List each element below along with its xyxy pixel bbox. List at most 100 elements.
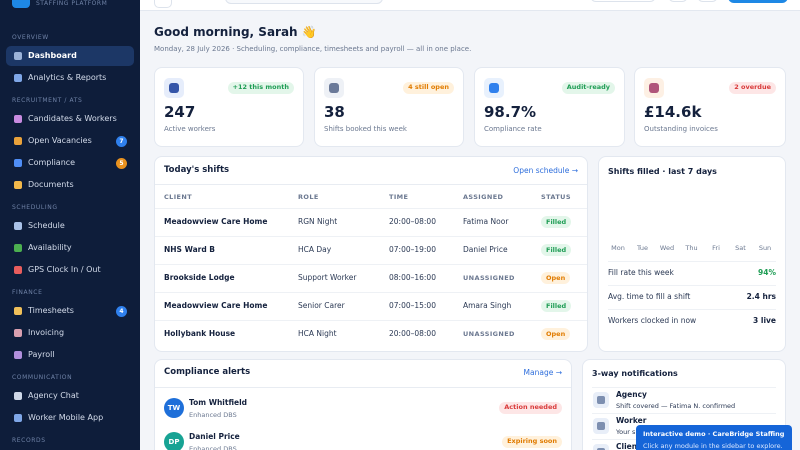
nav-item[interactable]: GPS Clock In / Out bbox=[28, 264, 101, 274]
metric-value: 2.4 hrs bbox=[746, 292, 776, 302]
client-name: Hollybank House bbox=[164, 329, 236, 339]
notification-detail: Your s bbox=[616, 427, 636, 436]
nav-icon bbox=[14, 266, 22, 274]
stat-icon-glyph bbox=[489, 83, 499, 93]
nav-item[interactable]: Compliance bbox=[28, 157, 76, 167]
nav-icon bbox=[14, 52, 22, 60]
stat-value: £14.6k bbox=[644, 103, 702, 122]
menu-button[interactable] bbox=[154, 0, 172, 8]
nav-item[interactable]: Analytics & Reports bbox=[28, 72, 107, 82]
nav-icon bbox=[14, 329, 22, 337]
stat-icon-glyph bbox=[329, 83, 339, 93]
column-header: ROLE bbox=[298, 192, 319, 201]
client-name: Brookside Lodge bbox=[164, 273, 235, 283]
primary-button[interactable] bbox=[728, 0, 788, 3]
nav-badge: 4 bbox=[116, 305, 127, 317]
card-link[interactable]: Open schedule → bbox=[513, 166, 578, 176]
nav-item[interactable]: Schedule bbox=[28, 220, 65, 230]
nav-item[interactable]: Timesheets bbox=[28, 305, 74, 315]
subtitle: Monday, 28 July 2026 · Scheduling, compl… bbox=[154, 45, 472, 54]
divider bbox=[592, 413, 776, 414]
divider bbox=[155, 387, 571, 388]
client-name: Meadowview Care Home bbox=[164, 301, 268, 311]
column-header: ASSIGNED bbox=[463, 192, 504, 201]
nav-item[interactable]: Open Vacancies bbox=[28, 135, 92, 145]
nav-icon bbox=[14, 222, 22, 230]
alert-status: Expiring soon bbox=[502, 436, 562, 448]
column-header: STATUS bbox=[541, 192, 571, 201]
card-title: Compliance alerts bbox=[164, 367, 251, 378]
fill-card bbox=[598, 156, 786, 352]
stat-icon-glyph bbox=[649, 83, 659, 93]
nav-section-title: SCHEDULING bbox=[12, 204, 58, 212]
stat-value: 38 bbox=[324, 103, 345, 122]
day-label: Sun bbox=[758, 244, 772, 252]
column-header: TIME bbox=[389, 192, 409, 201]
nav-item[interactable]: Dashboard bbox=[28, 50, 77, 60]
notification-icon bbox=[593, 444, 609, 450]
metric-value: 94% bbox=[758, 268, 776, 278]
nav-icon bbox=[14, 74, 22, 82]
notification-detail: Shift covered — Fatima N. confirmed bbox=[616, 401, 736, 410]
day-label: Thu bbox=[685, 244, 698, 252]
row-divider bbox=[155, 264, 587, 265]
nav-icon bbox=[14, 115, 22, 123]
nav-section-title: RECORDS bbox=[12, 437, 46, 445]
stat-badge: 4 still open bbox=[403, 82, 454, 94]
stat-label: Outstanding invoices bbox=[644, 125, 718, 134]
sidebar bbox=[0, 0, 140, 450]
shifts-card bbox=[154, 156, 588, 352]
status-pill: Open bbox=[541, 272, 571, 284]
notification-glyph bbox=[597, 448, 605, 450]
nav-icon bbox=[14, 244, 22, 252]
toast-title: Interactive demo · CareBridge Staffing bbox=[643, 429, 785, 438]
nav-item[interactable]: Agency Chat bbox=[28, 390, 79, 400]
alert-detail: Enhanced DBS bbox=[189, 410, 237, 419]
notification-title: Worker bbox=[616, 416, 647, 426]
nav-section-title: OVERVIEW bbox=[12, 34, 49, 42]
alert-status: Action needed bbox=[499, 402, 562, 414]
day-label: Mon bbox=[611, 244, 625, 252]
nav-item[interactable]: Documents bbox=[28, 179, 74, 189]
cell: HCA Night bbox=[298, 329, 337, 339]
notification-title: Client bbox=[616, 442, 641, 450]
card-link[interactable]: Manage → bbox=[523, 368, 562, 378]
nav-item[interactable]: Payroll bbox=[28, 349, 55, 359]
row-divider bbox=[155, 320, 587, 321]
nav-item[interactable]: Availability bbox=[28, 242, 72, 252]
nav-icon bbox=[14, 307, 22, 315]
nav-badge: 5 bbox=[116, 157, 127, 169]
metric-label: Workers clocked in now bbox=[608, 316, 697, 326]
toast-message: Click any module in the sidebar to explo… bbox=[643, 441, 783, 450]
card-title: Today's shifts bbox=[164, 165, 230, 176]
nav-item[interactable]: Invoicing bbox=[28, 327, 65, 337]
stat-icon-glyph bbox=[169, 83, 179, 93]
cell: Support Worker bbox=[298, 273, 357, 283]
client-name: NHS Ward B bbox=[164, 245, 216, 255]
day-label: Sat bbox=[735, 244, 746, 252]
stat-label: Shifts booked this week bbox=[324, 125, 407, 134]
day-label: Fri bbox=[712, 244, 720, 252]
cell: 20:00–08:00 bbox=[389, 217, 436, 227]
nav-icon bbox=[14, 392, 22, 400]
toast bbox=[636, 425, 792, 450]
nav-active-bg bbox=[6, 46, 134, 66]
status-pill: Filled bbox=[541, 300, 572, 312]
metric-label: Fill rate this week bbox=[608, 268, 674, 278]
status-pill: Open bbox=[541, 328, 571, 340]
logo bbox=[12, 0, 30, 8]
status-pill: Filled bbox=[541, 244, 572, 256]
brand-tagline: STAFFING PLATFORM bbox=[36, 0, 108, 8]
nav-item[interactable]: Worker Mobile App bbox=[28, 412, 104, 422]
greeting: Good morning, Sarah 👋 bbox=[154, 25, 317, 40]
cell: Daniel Price bbox=[463, 245, 508, 255]
avatar: TW bbox=[164, 398, 184, 418]
top-button[interactable] bbox=[590, 0, 656, 2]
divider bbox=[592, 387, 776, 388]
search-input[interactable] bbox=[225, 0, 383, 4]
unassigned: UNASSIGNED bbox=[463, 273, 515, 282]
stat-label: Compliance rate bbox=[484, 125, 542, 134]
status-pill: Filled bbox=[541, 216, 572, 228]
nav-item[interactable]: Candidates & Workers bbox=[28, 113, 117, 123]
nav-icon bbox=[14, 159, 22, 167]
